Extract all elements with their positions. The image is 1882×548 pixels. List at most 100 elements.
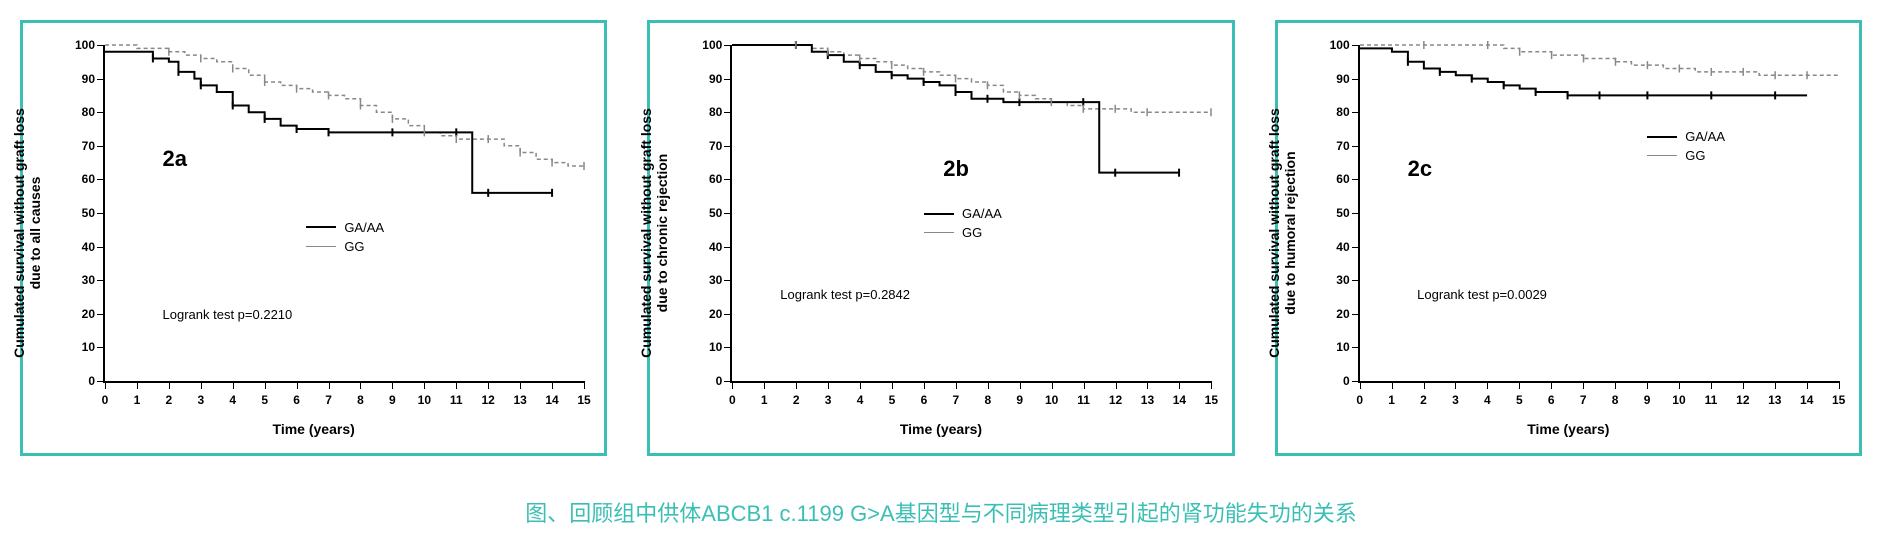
y-axis-label: Cumulated survival without graft loss du… (638, 53, 670, 413)
y-tick-label: 70 (67, 139, 95, 153)
y-tick (724, 347, 732, 348)
panel-id-label: 2a (163, 146, 187, 172)
y-tick-label: 80 (694, 105, 722, 119)
km-svg (105, 45, 584, 381)
plot-area-2a: 0102030405060708090100012345678910111213… (103, 45, 584, 383)
x-tick-label: 13 (513, 393, 526, 407)
y-tick (1352, 247, 1360, 248)
series-gg (732, 45, 1211, 112)
y-tick-label: 0 (1322, 374, 1350, 388)
x-tick-label: 9 (1016, 393, 1023, 407)
y-tick-label: 50 (1322, 206, 1350, 220)
x-tick (456, 381, 457, 389)
x-tick (892, 381, 893, 389)
x-tick (424, 381, 425, 389)
x-tick (520, 381, 521, 389)
x-tick-label: 4 (857, 393, 864, 407)
legend-row-gg: GG (306, 239, 384, 254)
panel-id-label: 2c (1408, 156, 1432, 182)
y-tick-label: 0 (694, 374, 722, 388)
panels-container: Cumulated survival without graft loss du… (20, 20, 1862, 456)
y-tick-label: 10 (694, 340, 722, 354)
y-tick (1352, 381, 1360, 382)
x-tick-label: 0 (1356, 393, 1363, 407)
x-tick-label: 7 (1580, 393, 1587, 407)
chart-2a: Cumulated survival without graft loss du… (33, 33, 594, 433)
legend-swatch-ga-aa (1647, 136, 1677, 138)
x-tick (1392, 381, 1393, 389)
y-tick-label: 60 (67, 172, 95, 186)
legend: GA/AA GG (306, 220, 384, 258)
x-tick (1147, 381, 1148, 389)
y-tick (97, 314, 105, 315)
y-tick (1352, 347, 1360, 348)
x-tick-label: 0 (729, 393, 736, 407)
x-tick (828, 381, 829, 389)
y-tick-label: 40 (694, 240, 722, 254)
x-tick-label: 15 (1832, 393, 1845, 407)
x-tick (732, 381, 733, 389)
x-tick-label: 8 (1612, 393, 1619, 407)
x-tick (1020, 381, 1021, 389)
plot-area-2c: 0102030405060708090100012345678910111213… (1358, 45, 1839, 383)
logrank-text: Logrank test p=0.2210 (163, 307, 293, 322)
y-tick-label: 40 (1322, 240, 1350, 254)
y-tick (97, 247, 105, 248)
y-tick-label: 20 (67, 307, 95, 321)
x-tick (1711, 381, 1712, 389)
y-tick (724, 146, 732, 147)
legend-row-ga-aa: GA/AA (1647, 129, 1725, 144)
x-tick (1743, 381, 1744, 389)
y-tick-label: 50 (67, 206, 95, 220)
x-axis-label: Time (years) (900, 421, 982, 437)
x-tick-label: 6 (293, 393, 300, 407)
x-axis-label: Time (years) (1527, 421, 1609, 437)
y-tick (97, 381, 105, 382)
x-tick (105, 381, 106, 389)
y-tick-label: 90 (694, 72, 722, 86)
x-tick (137, 381, 138, 389)
chart-2b: Cumulated survival without graft loss du… (660, 33, 1221, 433)
y-tick-label: 50 (694, 206, 722, 220)
legend-swatch-gg (306, 246, 336, 247)
x-tick-label: 5 (1516, 393, 1523, 407)
y-tick (724, 79, 732, 80)
y-tick (1352, 146, 1360, 147)
x-tick-label: 9 (389, 393, 396, 407)
x-tick (1647, 381, 1648, 389)
y-tick (724, 280, 732, 281)
legend-label-ga-aa: GA/AA (344, 220, 384, 235)
legend-row-ga-aa: GA/AA (306, 220, 384, 235)
y-tick-label: 10 (67, 340, 95, 354)
x-tick-label: 14 (545, 393, 558, 407)
panel-id-label: 2b (943, 156, 969, 182)
y-tick (97, 179, 105, 180)
x-tick (201, 381, 202, 389)
km-svg (1360, 45, 1839, 381)
legend: GA/AAGG (1647, 129, 1725, 167)
x-tick (329, 381, 330, 389)
x-tick (924, 381, 925, 389)
y-tick-label: 60 (1322, 172, 1350, 186)
legend-label-ga-aa: GA/AA (1685, 129, 1725, 144)
y-axis-label: Cumulated survival without graft loss du… (11, 53, 43, 413)
logrank-text: Logrank test p=0.0029 (1417, 287, 1547, 302)
x-tick-label: 8 (357, 393, 364, 407)
y-tick (1352, 179, 1360, 180)
x-tick-label: 9 (1644, 393, 1651, 407)
x-tick (1116, 381, 1117, 389)
x-tick (1179, 381, 1180, 389)
panel-2c: Cumulated survival without graft loss du… (1275, 20, 1862, 456)
x-tick-label: 5 (261, 393, 268, 407)
legend-swatch-gg (924, 232, 954, 233)
x-tick (1551, 381, 1552, 389)
panel-2a: Cumulated survival without graft loss du… (20, 20, 607, 456)
x-axis-label: Time (years) (273, 421, 355, 437)
x-tick-label: 8 (984, 393, 991, 407)
x-tick (1679, 381, 1680, 389)
x-tick-label: 12 (1109, 393, 1122, 407)
x-tick (988, 381, 989, 389)
x-tick-label: 10 (1672, 393, 1685, 407)
x-tick (297, 381, 298, 389)
x-tick (584, 381, 585, 389)
